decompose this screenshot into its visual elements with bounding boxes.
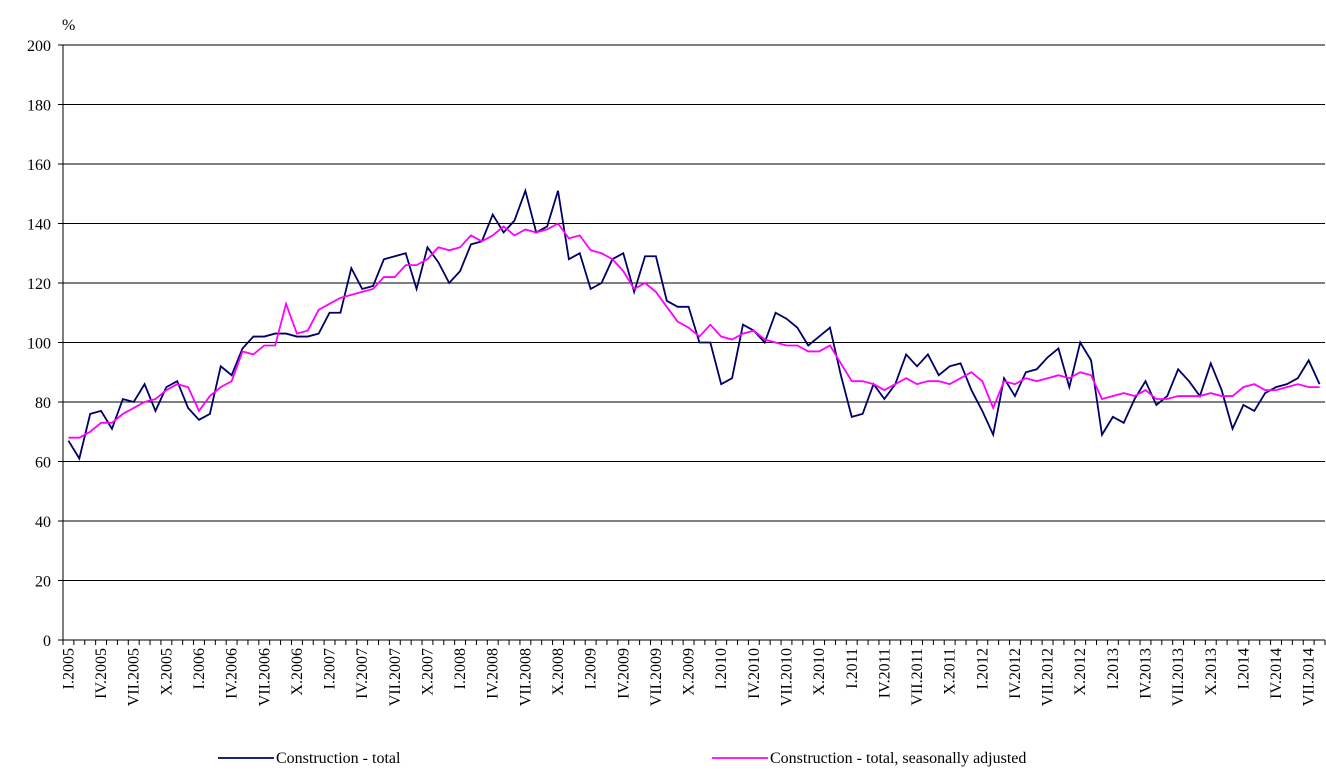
- x-tick-label: I.2006: [191, 648, 208, 689]
- x-tick-label: X.2012: [1072, 648, 1089, 696]
- y-tick-label: 60: [35, 455, 51, 472]
- x-tick-label: I.2010: [713, 648, 730, 689]
- x-tick-label: IV.2007: [354, 648, 371, 699]
- x-tick-label: X.2008: [550, 648, 567, 696]
- x-tick-label: I.2011: [844, 648, 861, 689]
- x-tick-label: IV.2014: [1268, 648, 1285, 699]
- x-tick-label: I.2007: [322, 648, 339, 689]
- y-tick-label: 140: [27, 217, 51, 234]
- x-tick-label: X.2011: [942, 648, 959, 695]
- x-tick-label: I.2014: [1235, 648, 1252, 689]
- x-tick-label: IV.2009: [615, 648, 632, 699]
- x-tick-label: X.2005: [158, 648, 175, 696]
- legend-label: Construction - total: [276, 750, 401, 767]
- x-tick-label: VII.2008: [517, 648, 534, 706]
- y-tick-label: 0: [43, 633, 51, 650]
- y-tick-label: 80: [35, 395, 51, 412]
- y-tick-label: 20: [35, 574, 51, 591]
- x-tick-label: IV.2006: [224, 648, 241, 699]
- x-tick-label: X.2007: [419, 648, 436, 696]
- x-tick-label: IV.2012: [1007, 648, 1024, 699]
- x-tick-label: VII.2010: [778, 648, 795, 706]
- y-tick-label: 160: [27, 157, 51, 174]
- y-axis-label: %: [62, 17, 75, 34]
- y-tick-label: 100: [27, 336, 51, 353]
- x-tick-label: I.2008: [452, 648, 469, 689]
- y-tick-label: 120: [27, 276, 51, 293]
- y-tick-label: 180: [27, 98, 51, 115]
- x-tick-label: I.2009: [583, 648, 600, 689]
- x-tick-label: X.2009: [681, 648, 698, 696]
- x-tick-label: VII.2009: [648, 648, 665, 706]
- x-tick-label: VII.2013: [1170, 648, 1187, 706]
- series-line: [68, 222, 1320, 439]
- x-tick-label: I.2013: [1105, 648, 1122, 689]
- x-tick-label: X.2006: [289, 648, 306, 696]
- x-tick-label: VII.2014: [1301, 648, 1318, 706]
- x-tick-label: I.2005: [60, 648, 77, 689]
- y-tick-label: 200: [27, 38, 51, 55]
- x-tick-label: IV.2010: [746, 648, 763, 699]
- x-tick-label: I.2012: [974, 648, 991, 689]
- x-tick-label: IV.2013: [1137, 648, 1154, 699]
- x-tick-label: IV.2011: [876, 648, 893, 698]
- x-tick-label: VII.2012: [1040, 648, 1057, 706]
- y-tick-label: 40: [35, 514, 51, 531]
- x-tick-label: IV.2008: [485, 648, 502, 699]
- x-tick-label: X.2013: [1203, 648, 1220, 696]
- x-tick-label: VII.2007: [387, 648, 404, 706]
- x-tick-label: VII.2011: [909, 648, 926, 706]
- x-tick-label: VII.2005: [126, 648, 143, 706]
- legend-label: Construction - total, seasonally adjuste…: [770, 750, 1026, 767]
- x-tick-label: X.2010: [811, 648, 828, 696]
- x-tick-label: IV.2005: [93, 648, 110, 699]
- x-tick-label: VII.2006: [256, 648, 273, 706]
- series-line: [67, 187, 1321, 461]
